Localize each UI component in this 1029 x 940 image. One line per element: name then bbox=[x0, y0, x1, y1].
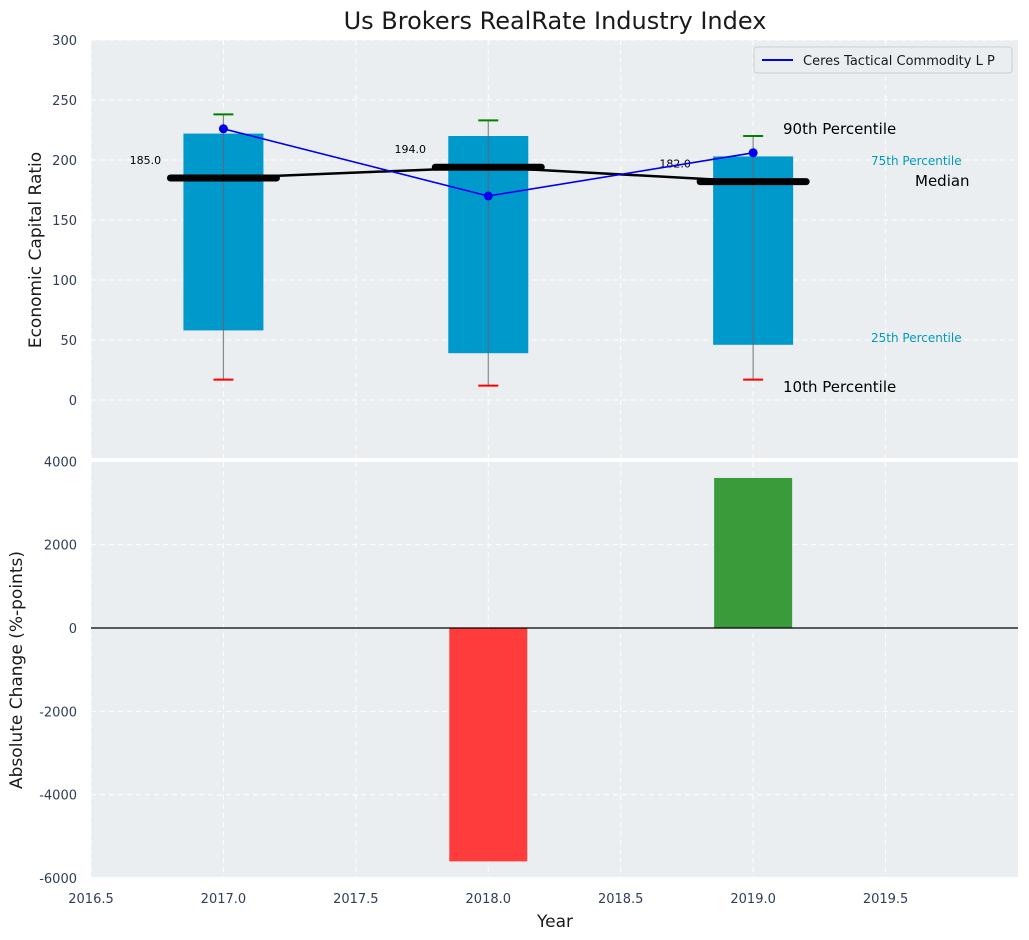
bottom-panel: -6000 -4000 -2000 0 2000 4000 2016.5 2017.0 2017… bbox=[39, 455, 1018, 907]
median-value-label: 185.0 bbox=[130, 154, 162, 167]
x-tick-label: 2017.5 bbox=[333, 892, 379, 907]
top-y-tick-label: 50 bbox=[60, 334, 77, 349]
chart-title: Us Brokers RealRate Industry Index bbox=[344, 7, 767, 35]
company-series-point bbox=[218, 124, 228, 134]
annotation-median: Median bbox=[915, 172, 970, 190]
x-tick-label: 2019.0 bbox=[730, 892, 776, 907]
bottom-y-tick-label: -4000 bbox=[39, 789, 77, 804]
top-y-axis-label: Economic Capital Ratio bbox=[26, 152, 46, 348]
negative-change-bar bbox=[449, 628, 528, 862]
bottom-plot-background bbox=[91, 462, 1018, 877]
annotation-25th-percentile: 25th Percentile bbox=[871, 331, 962, 345]
x-axis-label: Year bbox=[536, 912, 573, 932]
bottom-y-tick-label: -2000 bbox=[39, 705, 77, 720]
company-series-point bbox=[483, 191, 493, 201]
bottom-y-tick-label: -6000 bbox=[39, 872, 77, 887]
legend-entry-label: Ceres Tactical Commodity L P bbox=[803, 54, 995, 69]
company-series-point bbox=[748, 148, 758, 158]
top-y-tick-label: 100 bbox=[52, 274, 77, 289]
top-y-tick-label: 150 bbox=[52, 214, 77, 229]
median-value-label: 194.0 bbox=[395, 143, 427, 156]
annotation-90th-percentile: 90th Percentile bbox=[783, 120, 896, 138]
median-trend-line bbox=[223, 165, 754, 183]
positive-change-bar bbox=[714, 477, 793, 628]
annotation-10th-percentile: 10th Percentile bbox=[783, 378, 896, 396]
legend-box bbox=[753, 46, 1013, 74]
top-y-tick-label: 300 bbox=[52, 34, 77, 49]
x-tick-label: 2016.5 bbox=[68, 892, 114, 907]
x-tick-label: 2018.5 bbox=[598, 892, 644, 907]
bottom-y-tick-label: 0 bbox=[69, 622, 77, 637]
x-tick-label: 2018.0 bbox=[466, 892, 512, 907]
bottom-y-axis-label: Absolute Change (%-points) bbox=[7, 551, 27, 789]
bottom-y-tick-label: 2000 bbox=[44, 539, 77, 554]
x-tick-label: 2019.5 bbox=[863, 892, 909, 907]
top-y-tick-label: 200 bbox=[52, 154, 77, 169]
bottom-y-tick-label: 4000 bbox=[44, 455, 77, 470]
x-tick-label: 2017.0 bbox=[201, 892, 247, 907]
top-y-tick-label: 250 bbox=[52, 94, 77, 109]
legend: Ceres Tactical Commodity L P bbox=[753, 46, 1013, 74]
top-y-tick-label: 0 bbox=[69, 394, 77, 409]
annotation-75th-percentile: 75th Percentile bbox=[871, 154, 962, 168]
